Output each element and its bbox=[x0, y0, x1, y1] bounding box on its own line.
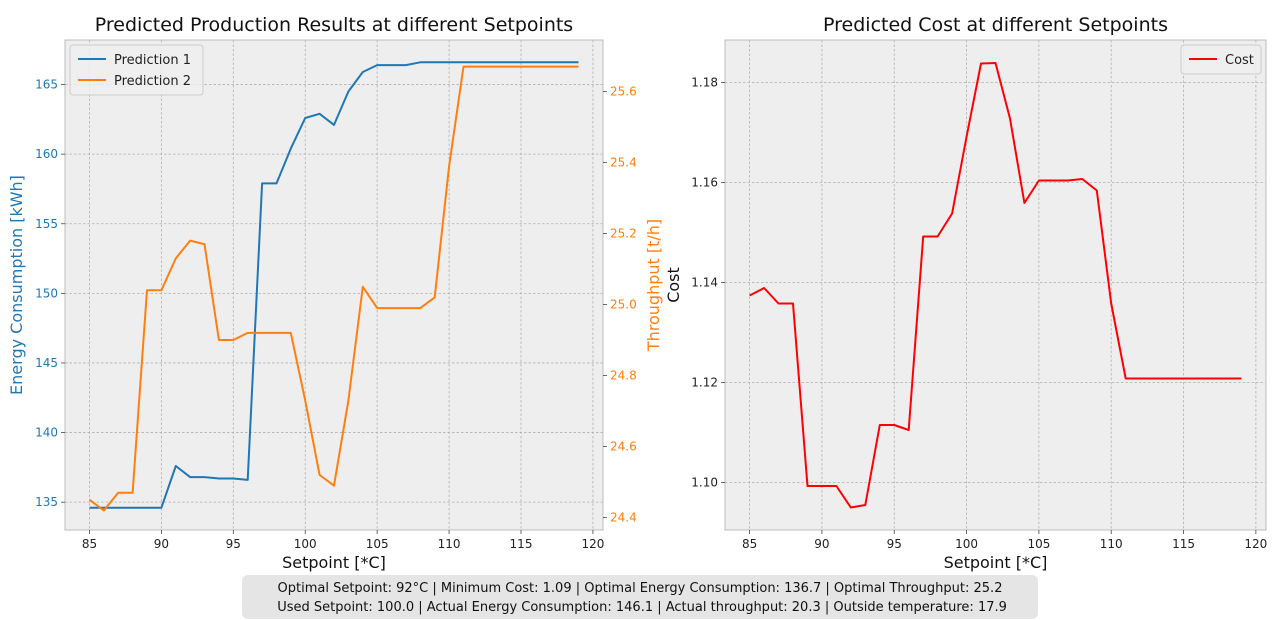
chart1-x-tick-label-7: 120 bbox=[1244, 537, 1267, 551]
chart1-x-tick-label-0: 85 bbox=[742, 537, 757, 551]
info-line-actual: Used Setpoint: 100.0 | Actual Energy Con… bbox=[273, 600, 1007, 615]
chart0-y2-tick-label-3: 25.0 bbox=[610, 298, 637, 312]
chart1-legend bbox=[1180, 44, 1262, 75]
chart0-x-tick-label-3: 100 bbox=[294, 537, 317, 551]
chart0-y-tick-label-4: 155 bbox=[35, 217, 58, 231]
chart0-x-tick-label-6: 115 bbox=[510, 537, 533, 551]
chart0-y2-tick-label-6: 25.6 bbox=[610, 84, 637, 98]
chart0-x-tick-label-5: 110 bbox=[438, 537, 461, 551]
chart0-title: Predicted Production Results at differen… bbox=[95, 14, 573, 36]
chart0-series-0-line bbox=[89, 61, 579, 509]
chart0-frame bbox=[64, 39, 604, 531]
chart1-y-tick-label-3: 1.16 bbox=[691, 176, 718, 190]
chart1-x-tick-label-6: 115 bbox=[1172, 537, 1195, 551]
chart1-x-tick-label-3: 100 bbox=[955, 537, 978, 551]
chart0-plot-area bbox=[65, 40, 603, 530]
chart1-x-tick-label-1: 90 bbox=[814, 537, 829, 551]
chart0-legend-label-1: Prediction 2 bbox=[114, 74, 191, 89]
chart0-series-1-line bbox=[88, 65, 579, 512]
chart0-y2-tick-label-5: 25.4 bbox=[610, 156, 637, 170]
chart1-y-tick-label-4: 1.18 bbox=[691, 76, 718, 90]
chart0-y-tick-label-5: 160 bbox=[35, 147, 58, 161]
chart1-title: Predicted Cost at different Setpoints bbox=[823, 14, 1168, 36]
chart0-y2-tick-label-1: 24.6 bbox=[610, 440, 637, 454]
chart0-y2-tick-label-2: 24.8 bbox=[610, 369, 637, 383]
chart1-series-0-line bbox=[749, 62, 1242, 509]
chart0-y-axis-label: Energy Consumption [kWh] bbox=[7, 175, 26, 395]
chart0-x-tick-label-7: 120 bbox=[581, 537, 604, 551]
chart1-x-tick-label-2: 95 bbox=[887, 537, 902, 551]
chart0-y-tick-label-1: 140 bbox=[35, 426, 58, 440]
info-line-optimal: Optimal Setpoint: 92°C | Minimum Cost: 1… bbox=[277, 581, 1003, 596]
chart1-y-tick-label-0: 1.10 bbox=[691, 476, 718, 490]
chart1-x-tick-label-5: 110 bbox=[1100, 537, 1123, 551]
chart0-y-tick-label-2: 145 bbox=[35, 356, 58, 370]
chart0-y-tick-label-6: 165 bbox=[35, 78, 58, 92]
chart1-y-tick-label-2: 1.14 bbox=[691, 276, 718, 290]
figure: 85 90 95 100 105 110 115 120 135 140 145 150 155 160 1… bbox=[7, 14, 1267, 572]
chart1-y-axis-label: Cost bbox=[664, 267, 683, 303]
chart0-x-tick-label-1: 90 bbox=[154, 537, 169, 551]
chart0-y-tick-label-3: 150 bbox=[35, 286, 58, 300]
chart0-legend-label-0: Prediction 1 bbox=[114, 53, 191, 68]
chart0-x-axis-label: Setpoint [*C] bbox=[282, 553, 386, 572]
chart1-legend-label-0: Cost bbox=[1225, 53, 1254, 68]
chart0-legend bbox=[69, 44, 204, 96]
chart0-y2-tick-label-4: 25.2 bbox=[610, 227, 637, 241]
chart1-x-axis-label: Setpoint [*C] bbox=[944, 553, 1048, 572]
chart0-y2-axis-label: Throughput [t/h] bbox=[644, 219, 663, 352]
info-box: Optimal Setpoint: 92°C | Minimum Cost: 1… bbox=[242, 575, 1038, 619]
chart1-y-tick-label-1: 1.12 bbox=[691, 376, 718, 390]
chart0-y2-tick-label-0: 24.4 bbox=[610, 511, 637, 525]
chart0-y-tick-label-0: 135 bbox=[35, 495, 58, 509]
chart1-plot-area bbox=[725, 40, 1266, 530]
chart0-x-tick-label-2: 95 bbox=[226, 537, 241, 551]
chart1-frame bbox=[724, 39, 1267, 531]
chart0-x-tick-label-0: 85 bbox=[82, 537, 97, 551]
chart1-x-tick-label-4: 105 bbox=[1027, 537, 1050, 551]
chart0-x-tick-label-4: 105 bbox=[366, 537, 389, 551]
